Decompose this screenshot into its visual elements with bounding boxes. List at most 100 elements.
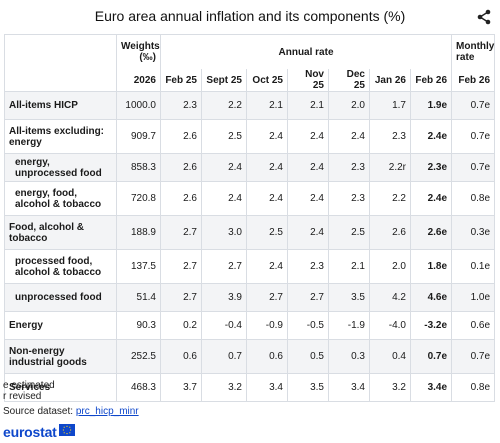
- table-cell: 3.9: [201, 283, 247, 312]
- table-cell: -0.5: [287, 311, 329, 340]
- table-cell: 2.4: [246, 153, 288, 182]
- table-cell: 2.7: [160, 215, 202, 250]
- header-row-columns: 2026 Feb 25 Sept 25 Oct 25 Nov 25 Dec 25 Jan 2…: [4, 69, 496, 92]
- table-cell: 0.7: [201, 339, 247, 374]
- table-cell: 0.6e: [451, 311, 496, 340]
- row-label: Energy: [4, 311, 117, 340]
- table-cell: 3.4: [246, 373, 288, 402]
- table-cell: 1.7: [369, 91, 411, 120]
- table-cell: 2.3e: [409, 153, 453, 182]
- table-cell: 2.6: [369, 215, 411, 250]
- table-cell: 0.8e: [451, 373, 496, 402]
- column-header: Oct 25: [246, 69, 288, 92]
- table-cell: 1.9e: [409, 91, 453, 120]
- table-cell: -4.0: [369, 311, 411, 340]
- table-row: energy, unprocessed food 858.3 2.6 2.4 2.4 2.…: [4, 153, 496, 182]
- header-row-groups: Weights (‰) Annual rate Monthly rate: [4, 34, 496, 69]
- footnote-revised: r revised: [3, 391, 42, 402]
- table-cell: 0.7e: [451, 153, 496, 182]
- table-cell: 90.3: [116, 311, 161, 340]
- table-cell: 2.3: [328, 153, 370, 182]
- table-cell: 2.4: [287, 215, 329, 250]
- table-cell: 2.5: [201, 119, 247, 154]
- column-header: Feb 25: [160, 69, 202, 92]
- row-label: All-items HICP: [4, 91, 117, 120]
- table-row: All-items HICP 1000.0 2.3 2.2 2.1 2.1 2.0 1.7 1.…: [4, 91, 496, 120]
- table-row: processed food, alcohol & tobacco 137.5 2.…: [4, 249, 496, 284]
- table-row: unprocessed food 51.4 2.7 3.9 2.7 2.7 3.5 4.2 4.…: [4, 283, 496, 312]
- table-cell: 2.4: [287, 181, 329, 216]
- table-cell: 2.1: [287, 91, 329, 120]
- source-label: Source dataset:: [3, 406, 74, 417]
- table-cell: 0.2: [160, 311, 202, 340]
- table-cell: 1.0e: [451, 283, 496, 312]
- table-cell: 2.3: [287, 249, 329, 284]
- table-cell: 3.2: [201, 373, 247, 402]
- table-cell: 2.2: [369, 181, 411, 216]
- table-cell: 0.6: [160, 339, 202, 374]
- table-row: All-items excluding: energy 909.7 2.6 2.5 2.…: [4, 119, 496, 154]
- table-cell: 2.5: [328, 215, 370, 250]
- footnote-estimated: e estimated: [3, 380, 55, 391]
- column-header: 2026: [116, 69, 161, 92]
- table-cell: 188.9: [116, 215, 161, 250]
- header-weights: Weights (‰): [116, 34, 161, 69]
- row-label: unprocessed food: [4, 283, 117, 312]
- table-cell: 2.3: [160, 91, 202, 120]
- table-cell: 2.5: [246, 215, 288, 250]
- table-row: Services 468.3 3.7 3.2 3.4 3.5 3.4 3.2 3.4e 0.8e: [4, 373, 496, 402]
- column-header: Jan 26: [369, 69, 411, 92]
- table-cell: 2.7: [201, 249, 247, 284]
- eurostat-logo: eurostat: [3, 424, 57, 440]
- table-cell: 2.6: [160, 181, 202, 216]
- source-link[interactable]: prc_hicp_minr: [75, 406, 139, 417]
- source-line: Source dataset: prc_hicp_minr: [3, 406, 139, 417]
- table-cell: 3.5: [328, 283, 370, 312]
- table-cell: 2.6e: [409, 215, 453, 250]
- table-cell: 0.3: [328, 339, 370, 374]
- table-cell: 2.1: [246, 91, 288, 120]
- table-cell: 2.4e: [409, 119, 453, 154]
- table-cell: 0.7e: [451, 119, 496, 154]
- table-cell: 2.2: [201, 91, 247, 120]
- header-annual-rate: Annual rate: [159, 34, 453, 69]
- table-cell: 2.4: [328, 119, 370, 154]
- inflation-table: Weights (‰) Annual rate Monthly rate 202…: [4, 34, 496, 402]
- table-cell: 2.4: [246, 181, 288, 216]
- table-row: energy, food, alcohol & tobacco 720.8 2.6 2…: [4, 181, 496, 216]
- table-cell: 4.2: [369, 283, 411, 312]
- table-cell: 0.6: [246, 339, 288, 374]
- table-cell: 0.8e: [451, 181, 496, 216]
- table-cell: 0.4: [369, 339, 411, 374]
- column-header: Feb 26: [409, 69, 453, 92]
- column-header-label: [4, 69, 117, 92]
- header-blank: [4, 34, 117, 69]
- table-cell: -0.4: [201, 311, 247, 340]
- table-cell: 2.0: [328, 91, 370, 120]
- table-row: Food, alcohol & tobacco 188.9 2.7 3.0 2.5 2.4…: [4, 215, 496, 250]
- table-cell: 3.5: [287, 373, 329, 402]
- table-cell: 2.4: [246, 119, 288, 154]
- table-cell: 2.1: [328, 249, 370, 284]
- table-cell: 3.0: [201, 215, 247, 250]
- table-cell: 3.4: [328, 373, 370, 402]
- table-cell: 2.0: [369, 249, 411, 284]
- table-cell: 2.4: [201, 181, 247, 216]
- table-cell: 468.3: [116, 373, 161, 402]
- column-header: Dec 25: [328, 69, 370, 92]
- table-cell: 2.7: [160, 249, 202, 284]
- table-cell: 2.6: [160, 153, 202, 182]
- row-label: energy, food, alcohol & tobacco: [4, 181, 117, 216]
- table-cell: 0.7e: [409, 339, 453, 374]
- page-title: Euro area annual inflation and its compo…: [94, 8, 406, 24]
- table-cell: 2.7: [246, 283, 288, 312]
- share-icon[interactable]: [476, 9, 492, 25]
- table-cell: 3.4e: [409, 373, 453, 402]
- row-label: All-items excluding: energy: [4, 119, 117, 154]
- header-monthly-rate: Monthly rate: [451, 34, 496, 69]
- table-cell: 2.7: [160, 283, 202, 312]
- table-cell: -3.2e: [409, 311, 453, 340]
- column-header: Nov 25: [287, 69, 329, 92]
- table-cell: 51.4: [116, 283, 161, 312]
- table-cell: 1000.0: [116, 91, 161, 120]
